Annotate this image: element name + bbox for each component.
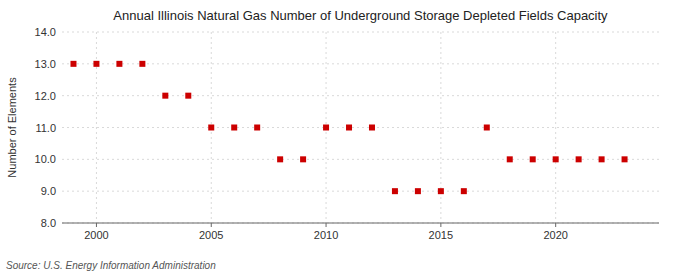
source-note: Source: U.S. Energy Information Administ… [6,260,216,271]
x-tick [440,223,441,227]
y-tick-label: 13.0 [35,58,56,70]
data-point [231,125,237,131]
grid [62,32,659,223]
data-point [116,61,122,67]
chart-container: 2000 2005 2010 2015 2020 8.0 9.0 10.0 11.0 12.0 13… [0,0,675,275]
chart-svg: 2000 2005 2010 2015 2020 8.0 9.0 10.0 11.0 12.0 13… [0,0,675,275]
data-point [392,188,398,194]
x-grid-line [440,32,441,223]
data-point [300,156,306,162]
y-tick-label: 8.0 [41,217,56,229]
data-point [599,156,605,162]
x-tick [555,223,556,227]
data-point [553,156,559,162]
data-point [461,188,467,194]
data-point [576,156,582,162]
data-point [254,125,260,131]
x-tick [96,223,97,227]
data-point [507,156,513,162]
y-grid-line [62,223,659,224]
x-grid-line [96,32,97,223]
data-point [484,125,490,131]
y-grid-line [62,63,659,64]
x-grid-line [555,32,556,223]
y-tick-label: 9.0 [41,185,56,197]
data-point [369,125,375,131]
y-grid-line [62,127,659,128]
data-point [208,125,214,131]
data-point [323,125,329,131]
data-point [277,156,283,162]
x-tick-label: 2020 [543,229,567,241]
x-axis: 2000 2005 2010 2015 2020 [62,223,659,241]
x-tick-label: 2015 [429,229,453,241]
x-tick-label: 2010 [314,229,338,241]
x-axis-line [62,223,659,224]
data-point [93,61,99,67]
data-point [415,188,421,194]
data-point [622,156,628,162]
x-tick-label: 2000 [84,229,108,241]
data-point [438,188,444,194]
data-point [185,93,191,99]
data-point [530,156,536,162]
y-tick-label: 12.0 [35,90,56,102]
data-point [139,61,145,67]
data-point [162,93,168,99]
y-grid-line [62,95,659,96]
y-tick-label: 11.0 [35,122,56,134]
data-point [70,61,76,67]
y-tick-label: 10.0 [35,153,56,165]
y-axis-label: Number of Elements [6,77,18,178]
x-tick [326,223,327,227]
data-point [346,125,352,131]
y-tick-label: 14.0 [35,26,56,38]
y-grid-line [62,159,659,160]
y-grid-line [62,191,659,192]
x-tick [211,223,212,227]
y-axis: 8.0 9.0 10.0 11.0 12.0 13.0 14.0 Number of Elem… [6,26,56,229]
y-grid-line [62,32,659,33]
x-tick-label: 2005 [199,229,223,241]
chart-title: Annual Illinois Natural Gas Number of Un… [113,8,608,23]
points [70,61,627,194]
